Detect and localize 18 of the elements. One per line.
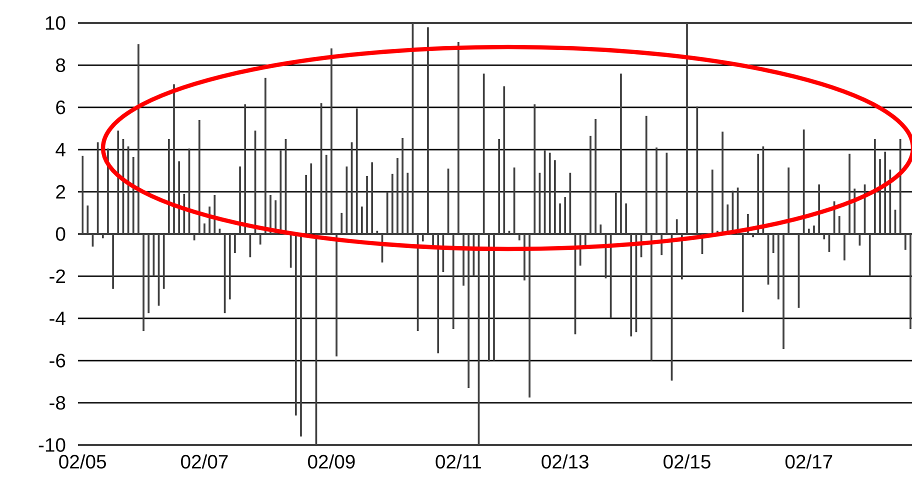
x-tick-label: 02/17 xyxy=(785,454,832,469)
y-tick-label: -4 xyxy=(50,312,66,326)
y-tick-label: 4 xyxy=(56,142,66,156)
x-tick-label: 02/07 xyxy=(181,454,228,469)
y-tick-label: 2 xyxy=(56,185,65,199)
x-tick-label: 02/05 xyxy=(59,454,106,469)
x-tick-label: 02/11 xyxy=(436,454,481,469)
x-tick-label: 02/15 xyxy=(664,454,710,469)
y-tick-label: 8 xyxy=(56,58,66,72)
x-tick-label: 02/13 xyxy=(542,454,588,469)
y-tick-label: -6 xyxy=(50,354,66,368)
y-tick-label: 0 xyxy=(56,227,66,241)
x-tick-label: 02/09 xyxy=(308,454,355,469)
y-tick-label: -8 xyxy=(50,396,66,410)
y-tick-label: -10 xyxy=(38,438,66,452)
y-tick-label: 10 xyxy=(46,16,66,30)
y-tick-label: 6 xyxy=(56,100,66,114)
y-tick-label: -2 xyxy=(50,269,65,283)
